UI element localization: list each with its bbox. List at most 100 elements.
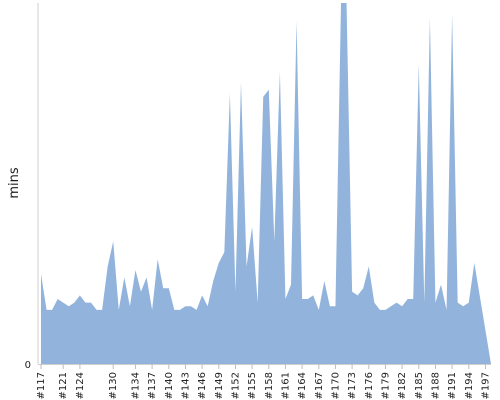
data-point-117 <box>40 273 42 275</box>
data-point-144 <box>190 305 192 307</box>
data-point-169 <box>329 305 331 307</box>
x-tick-label: #191 <box>447 372 458 399</box>
data-point-170 <box>334 305 336 307</box>
data-point-136 <box>145 276 147 278</box>
data-point-158 <box>268 88 270 90</box>
data-point-192 <box>456 301 458 303</box>
data-point-186 <box>423 301 425 303</box>
x-tick-label: #146 <box>197 372 208 399</box>
data-point-141 <box>173 309 175 311</box>
data-point-134 <box>134 269 136 271</box>
x-tick-label: #149 <box>214 372 225 399</box>
data-point-190 <box>445 309 447 311</box>
data-point-178 <box>379 309 381 311</box>
data-point-184 <box>412 298 414 300</box>
data-point-133 <box>129 305 131 307</box>
data-point-150 <box>223 251 225 253</box>
data-point-179 <box>384 309 386 311</box>
data-point-195 <box>473 262 475 264</box>
x-tick-label: #185 <box>414 372 425 399</box>
data-point-191 <box>451 13 453 15</box>
data-point-154 <box>245 265 247 267</box>
data-point-175 <box>362 287 364 289</box>
data-point-149 <box>218 262 220 264</box>
data-point-157 <box>262 96 264 98</box>
x-tick-label: #121 <box>58 372 69 399</box>
x-tick-label: #134 <box>130 372 141 399</box>
x-tick-label: #188 <box>430 372 441 399</box>
data-point-120 <box>56 298 58 300</box>
data-point-185 <box>418 63 420 65</box>
data-point-181 <box>395 301 397 303</box>
data-point-139 <box>162 287 164 289</box>
data-point-161 <box>284 298 286 300</box>
data-point-119 <box>51 309 53 311</box>
data-point-194 <box>468 301 470 303</box>
data-point-165 <box>306 298 308 300</box>
data-point-168 <box>323 280 325 282</box>
data-point-166 <box>312 294 314 296</box>
x-tick-label: #143 <box>180 372 191 399</box>
data-point-173 <box>351 291 353 293</box>
data-point-159 <box>273 240 275 242</box>
x-tick-label: #182 <box>397 372 408 399</box>
axes <box>37 3 491 369</box>
data-point-135 <box>140 291 142 293</box>
y-axis-label: mins <box>7 167 22 199</box>
data-point-132 <box>123 276 125 278</box>
data-point-164 <box>301 298 303 300</box>
data-point-131 <box>118 309 120 311</box>
data-point-148 <box>212 280 214 282</box>
data-point-142 <box>179 309 181 311</box>
data-point-127 <box>95 309 97 311</box>
data-point-193 <box>462 305 464 307</box>
data-point-128 <box>101 309 103 311</box>
data-point-174 <box>356 294 358 296</box>
data-point-130 <box>112 240 114 242</box>
data-point-162 <box>290 283 292 285</box>
data-point-124 <box>79 294 81 296</box>
data-point-143 <box>184 305 186 307</box>
data-point-188 <box>434 301 436 303</box>
data-point-171 <box>340 2 342 4</box>
plot-area <box>40 2 491 364</box>
x-tick-label: #176 <box>364 372 375 399</box>
x-tick-label: #167 <box>314 372 325 399</box>
data-point-180 <box>390 305 392 307</box>
data-point-156 <box>256 301 258 303</box>
data-point-125 <box>84 301 86 303</box>
data-point-146 <box>201 294 203 296</box>
x-tick-label: #137 <box>147 372 158 399</box>
x-tick-label: #164 <box>297 372 308 399</box>
series-area <box>41 3 491 364</box>
data-point-187 <box>429 16 431 18</box>
x-tick-label: #140 <box>164 372 175 399</box>
data-point-118 <box>45 309 47 311</box>
y-tick-label: 0 <box>25 360 31 371</box>
data-point-176 <box>368 265 370 267</box>
data-point-137 <box>151 309 153 311</box>
data-point-126 <box>90 301 92 303</box>
data-point-152 <box>234 291 236 293</box>
x-tick-label: #152 <box>230 372 241 399</box>
data-point-138 <box>156 258 158 260</box>
data-point-145 <box>195 309 197 311</box>
data-point-172 <box>345 2 347 4</box>
data-point-182 <box>401 305 403 307</box>
data-point-153 <box>240 81 242 83</box>
x-tick-label: #161 <box>280 372 291 399</box>
data-point-123 <box>73 301 75 303</box>
data-point-167 <box>318 309 320 311</box>
x-tick-label: #197 <box>480 372 491 399</box>
data-point-163 <box>295 20 297 22</box>
x-tick-label: #155 <box>247 372 258 399</box>
x-tick-label: #130 <box>108 372 119 399</box>
data-point-147 <box>206 305 208 307</box>
data-point-140 <box>168 287 170 289</box>
data-point-155 <box>251 226 253 228</box>
data-point-122 <box>68 305 70 307</box>
x-tick-label: #194 <box>464 372 475 399</box>
x-tick-label: #179 <box>380 372 391 399</box>
